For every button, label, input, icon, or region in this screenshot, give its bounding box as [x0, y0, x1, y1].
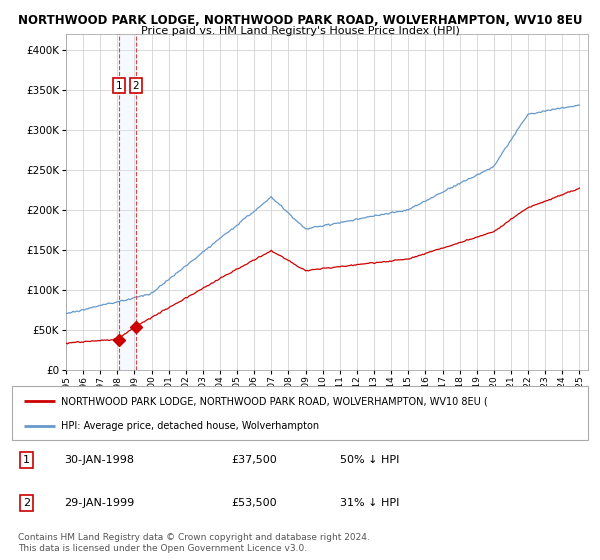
Text: £37,500: £37,500	[231, 455, 277, 465]
Text: 2: 2	[133, 81, 139, 91]
Text: Price paid vs. HM Land Registry's House Price Index (HPI): Price paid vs. HM Land Registry's House …	[140, 26, 460, 36]
FancyBboxPatch shape	[12, 386, 588, 440]
Text: 1: 1	[115, 81, 122, 91]
Text: NORTHWOOD PARK LODGE, NORTHWOOD PARK ROAD, WOLVERHAMPTON, WV10 8EU (: NORTHWOOD PARK LODGE, NORTHWOOD PARK ROA…	[61, 396, 488, 407]
Text: £53,500: £53,500	[231, 498, 277, 508]
Text: 31% ↓ HPI: 31% ↓ HPI	[340, 498, 400, 508]
Text: 50% ↓ HPI: 50% ↓ HPI	[340, 455, 400, 465]
Text: Contains HM Land Registry data © Crown copyright and database right 2024.
This d: Contains HM Land Registry data © Crown c…	[18, 533, 370, 553]
Text: NORTHWOOD PARK LODGE, NORTHWOOD PARK ROAD, WOLVERHAMPTON, WV10 8EU: NORTHWOOD PARK LODGE, NORTHWOOD PARK ROA…	[18, 14, 582, 27]
Text: 29-JAN-1999: 29-JAN-1999	[64, 498, 134, 508]
Text: 1: 1	[23, 455, 30, 465]
Text: HPI: Average price, detached house, Wolverhampton: HPI: Average price, detached house, Wolv…	[61, 421, 319, 431]
Text: 2: 2	[23, 498, 30, 508]
Text: 30-JAN-1998: 30-JAN-1998	[64, 455, 134, 465]
Bar	[119, 34, 136, 370]
